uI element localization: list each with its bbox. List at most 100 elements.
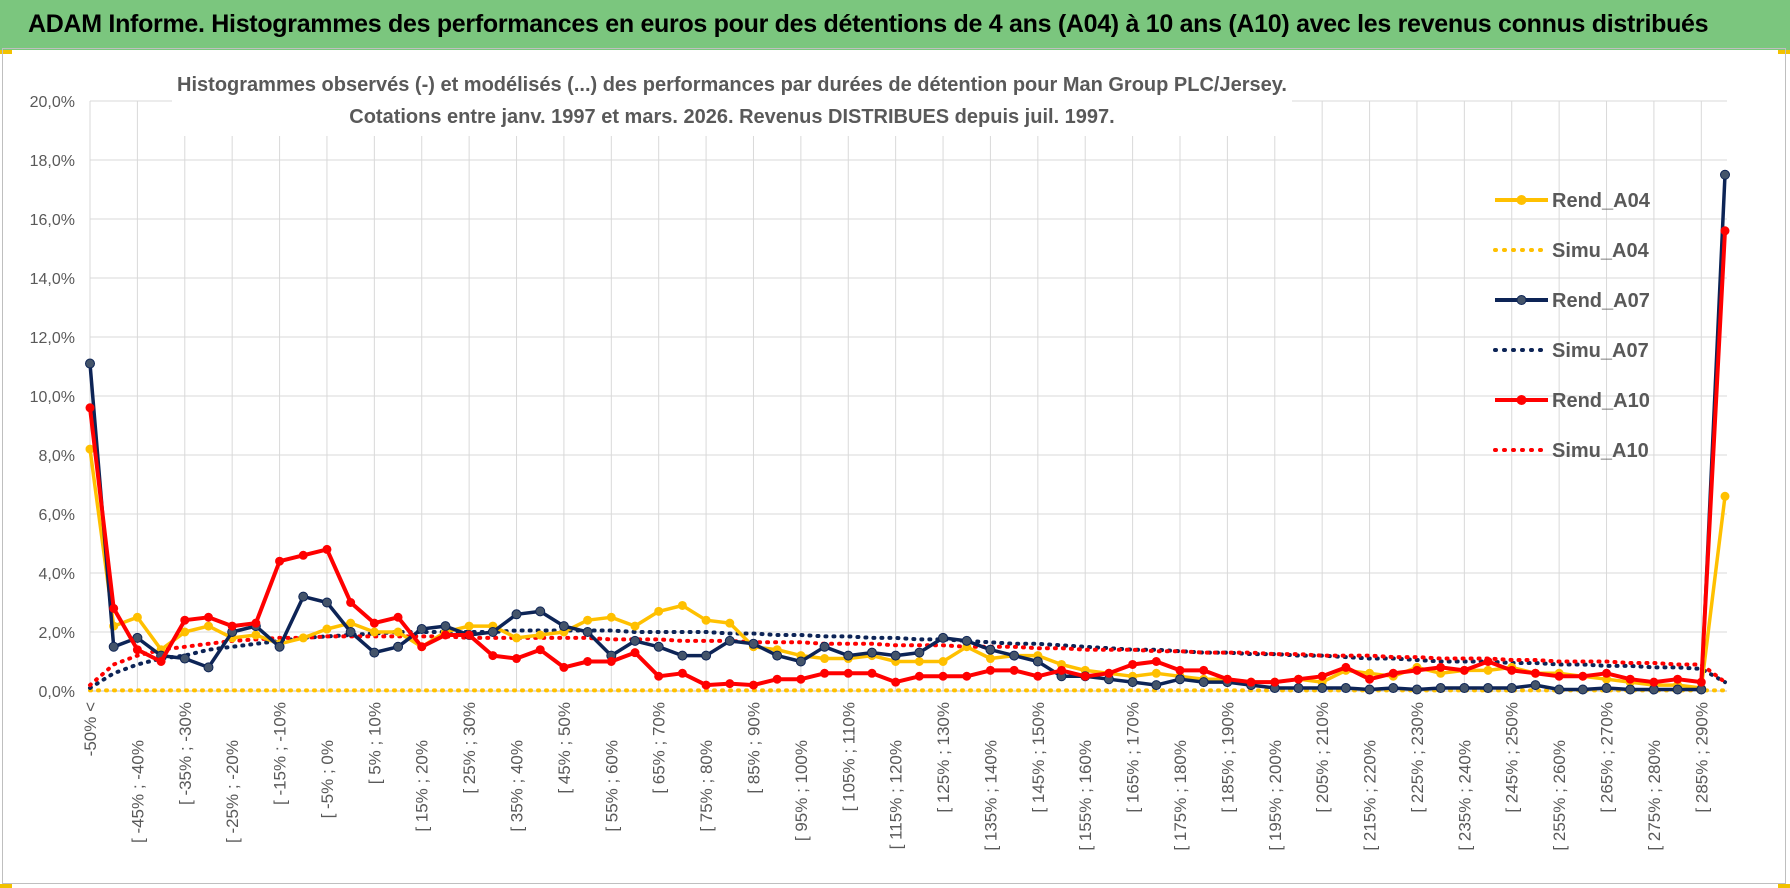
point-rend_a04 [203, 621, 213, 631]
gridlines [89, 100, 1727, 692]
point-rend_a10 [748, 680, 758, 690]
point-rend_a10 [820, 668, 830, 678]
point-rend_a07 [1554, 684, 1565, 695]
point-rend_a10 [1507, 665, 1517, 675]
point-rend_a07 [1175, 674, 1185, 685]
x-tick-label: [ 155% ; 160% [1076, 740, 1095, 851]
point-rend_a07 [85, 358, 95, 369]
point-rend_a04 [464, 621, 474, 631]
point-rend_a07 [345, 627, 356, 637]
legend-marker-rend_a04 [1516, 195, 1527, 205]
point-rend_a07 [1577, 684, 1588, 695]
x-tick-label: [ 65% ; 70% [650, 702, 669, 794]
chart-title-line1: Histogrammes observés (-) et modélisés (… [177, 74, 1287, 96]
x-tick-label: [ -45% ; -40% [128, 740, 147, 843]
point-rend_a10 [701, 680, 711, 690]
point-rend_a10 [606, 657, 616, 666]
point-rend_a07 [274, 641, 285, 652]
point-rend_a07 [511, 609, 522, 620]
point-rend_a07 [1720, 169, 1730, 180]
point-rend_a04 [132, 612, 142, 622]
legend-marker-rend_a07 [1516, 295, 1527, 305]
x-tick-label: [ 235% ; 240% [1455, 740, 1474, 851]
report-title: ADAM Informe. Histogrammes des performan… [28, 10, 1709, 38]
y-tick-label: 14,0% [30, 271, 75, 288]
x-tick-label: [ 55% ; 60% [602, 740, 621, 832]
x-tick-label: [ 75% ; 80% [697, 740, 716, 832]
y-tick-label: 18,0% [30, 153, 75, 170]
point-rend_a04 [630, 621, 640, 631]
point-rend_a10 [346, 598, 356, 607]
point-rend_a07 [369, 647, 380, 658]
chart-title-line2: Cotations entre janv. 1997 et mars. 2026… [349, 106, 1114, 128]
x-tick-label: [ 95% ; 100% [792, 740, 811, 841]
point-rend_a07 [1459, 683, 1470, 694]
y-axis: 0,0% 2,0% 4,0% 6,0% 8,0% 10,0% 12,0% 14,0% 16,0%… [30, 94, 75, 701]
point-rend_a10 [1104, 668, 1114, 678]
point-rend_a10 [1483, 657, 1493, 666]
point-rend_a10 [132, 645, 142, 655]
x-tick-label: [ 25% ; 30% [460, 702, 479, 794]
point-rend_a07 [795, 656, 806, 667]
point-rend_a10 [630, 648, 640, 658]
point-rend_a10 [1554, 671, 1564, 681]
x-tick-label: [ 145% ; 150% [1029, 702, 1048, 813]
point-rend_a07 [724, 635, 735, 646]
point-rend_a07 [1435, 683, 1446, 694]
point-rend_a10 [1696, 677, 1706, 687]
point-rend_a07 [1340, 683, 1351, 694]
chart-frame [2, 48, 1786, 884]
point-rend_a10 [1530, 668, 1540, 678]
point-rend_a10 [1459, 665, 1469, 675]
point-rend_a10 [938, 671, 948, 681]
series-line-simu_a07 [88, 628, 1727, 690]
point-rend_a07 [653, 641, 664, 652]
point-rend_a07 [1317, 683, 1328, 694]
point-rend_a04 [1720, 491, 1730, 501]
point-rend_a10 [1602, 668, 1612, 678]
report-banner: ADAM Informe. Histogrammes des performan… [0, 0, 1790, 50]
y-tick-label: 2,0% [39, 625, 75, 642]
x-axis: -50% < [ -45% ; -40% [ -35% ; -30% [ -25% ;… [81, 690, 1727, 851]
point-rend_a04 [393, 627, 403, 637]
point-rend_a07 [1198, 677, 1209, 688]
point-rend_a04 [1151, 668, 1161, 678]
point-rend_a10 [1341, 662, 1351, 672]
point-rend_a10 [914, 671, 924, 681]
point-rend_a04 [180, 627, 190, 637]
x-tick-label: -50% < [81, 702, 100, 756]
y-tick-label: 8,0% [39, 448, 75, 465]
point-rend_a07 [1672, 684, 1683, 695]
point-rend_a10 [843, 668, 853, 678]
point-rend_a07 [938, 632, 949, 643]
x-tick-label: [ 105% ; 110% [839, 702, 858, 811]
x-tick-label: [ 35% ; 40% [508, 740, 527, 832]
point-rend_a07 [843, 650, 854, 661]
x-tick-label: [ 115% ; 120% [887, 740, 906, 849]
point-rend_a10 [440, 630, 450, 640]
point-rend_a07 [1009, 650, 1020, 661]
corner-mark-bottom-left [0, 884, 12, 888]
point-rend_a10 [369, 618, 379, 628]
point-rend_a07 [748, 638, 759, 649]
x-tick-label: [ -35% ; -30% [176, 702, 195, 805]
legend-label-rend_a10: Rend_A10 [1552, 390, 1650, 412]
point-rend_a04 [512, 633, 522, 643]
point-rend_a10 [1175, 665, 1185, 675]
point-rend_a10 [156, 657, 166, 666]
point-rend_a10 [393, 612, 403, 622]
x-tick-label: [ 275% ; 280% [1645, 740, 1664, 851]
point-rend_a07 [701, 650, 712, 661]
point-rend_a07 [487, 627, 498, 637]
point-rend_a07 [1293, 683, 1304, 694]
point-rend_a10 [417, 642, 427, 652]
y-tick-label: 16,0% [30, 212, 75, 229]
point-rend_a10 [677, 668, 687, 678]
x-tick-label: [ 205% ; 210% [1313, 702, 1332, 813]
point-rend_a10 [1151, 657, 1161, 666]
y-tick-label: 4,0% [39, 566, 75, 583]
point-rend_a04 [985, 654, 995, 664]
point-rend_a04 [535, 630, 545, 640]
point-rend_a10 [1270, 677, 1280, 687]
point-rend_a10 [512, 654, 522, 664]
